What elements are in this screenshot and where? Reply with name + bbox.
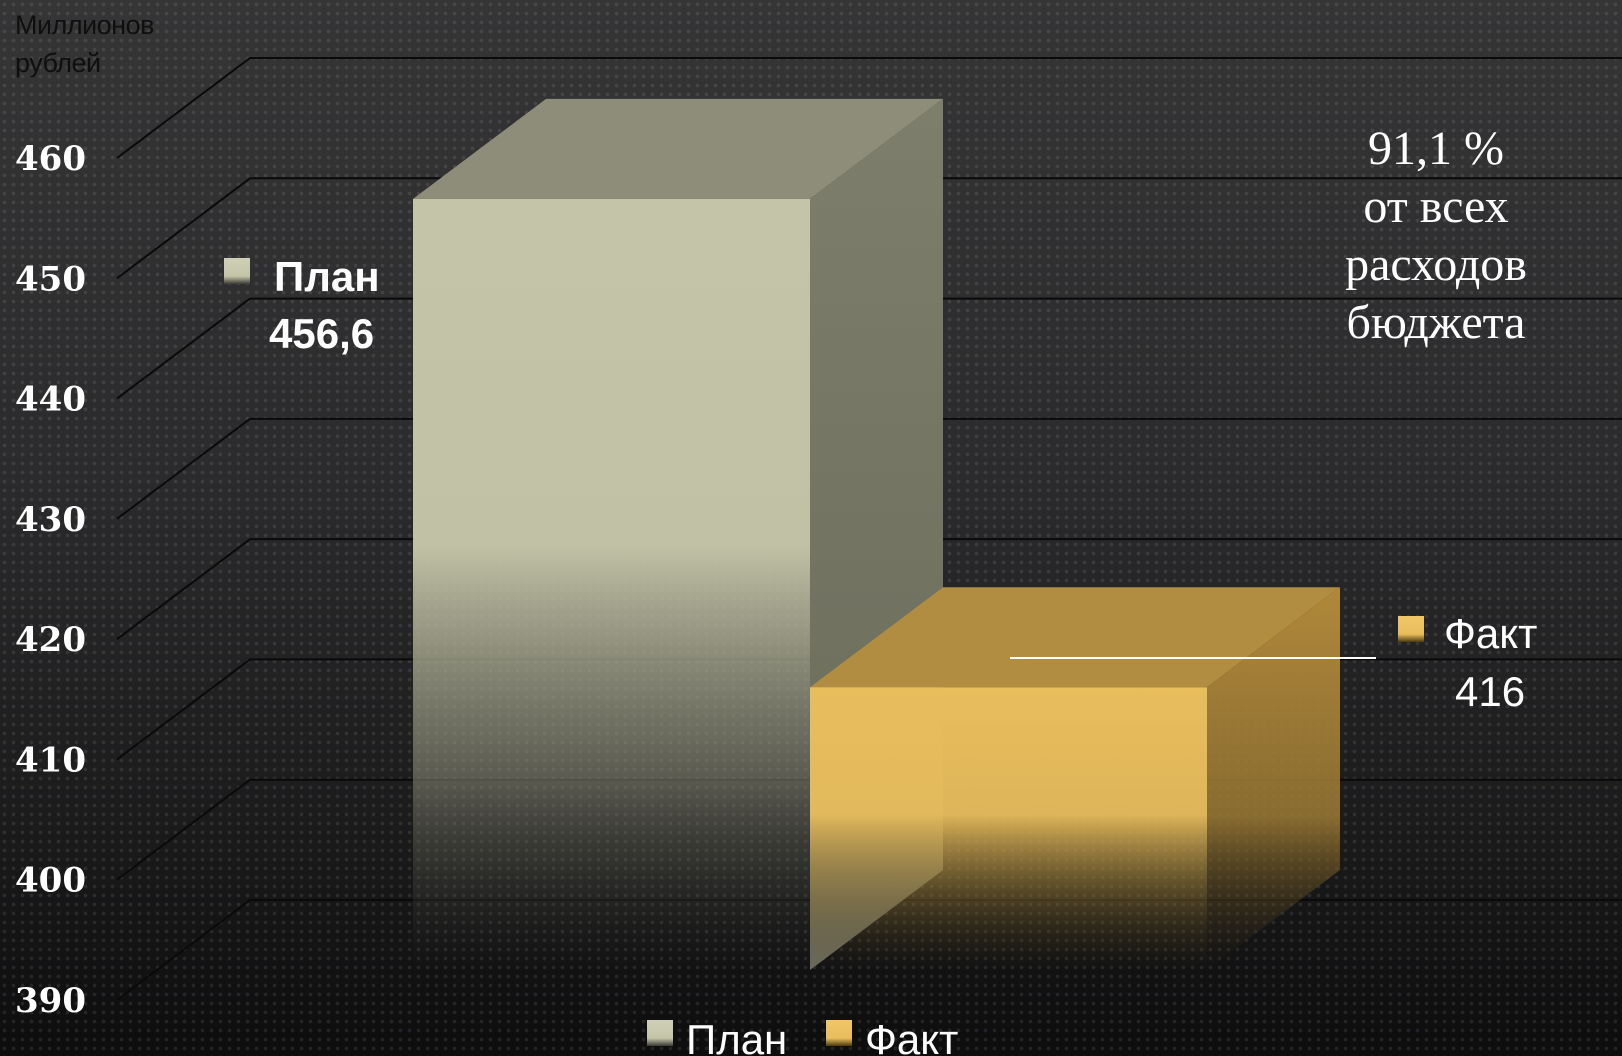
y-tick-label: 400: [15, 861, 86, 901]
bar-fact: [810, 587, 1340, 970]
plan-callout-swatch: [224, 258, 250, 284]
y-tick-label: 440: [15, 380, 86, 420]
y-tick-label: 450: [15, 259, 86, 299]
bar-front-face: [810, 687, 1207, 970]
fact-callout-name: Факт: [1444, 610, 1537, 657]
legend: План Факт: [647, 1016, 958, 1056]
legend-swatch-fact: [826, 1020, 852, 1046]
plan-callout-name: План: [274, 253, 380, 300]
gridline-diagonal: [116, 899, 251, 1001]
gridline-diagonal: [116, 778, 251, 881]
share-line-2: от всех: [1363, 180, 1508, 233]
y-tick-label: 390: [15, 981, 86, 1021]
gridline-diagonal: [116, 538, 251, 640]
y-tick-label: 430: [15, 500, 86, 540]
fact-callout-value: 416: [1455, 668, 1525, 715]
y-tick-label: 420: [15, 620, 86, 660]
share-line-4: бюджета: [1347, 296, 1526, 349]
y-tick-label: 460: [15, 139, 86, 179]
y-axis-unit-line1: Миллионов: [15, 10, 154, 40]
bar-top-face: [810, 587, 1340, 688]
gridline-diagonal: [116, 177, 251, 280]
bar-top-face: [413, 98, 943, 199]
legend-label-fact: Факт: [865, 1016, 958, 1056]
bar-front-face: [413, 198, 810, 970]
gridline-diagonal: [116, 418, 251, 520]
y-tick-label: 410: [15, 740, 86, 780]
share-line-1: 91,1 %: [1368, 122, 1504, 175]
y-axis-unit-line2: рублей: [15, 48, 101, 78]
gridline-diagonal: [116, 297, 251, 400]
budget-share-annotation: 91,1 % от всех расходов бюджета: [1345, 122, 1527, 349]
bar-side-face: [1207, 587, 1340, 970]
legend-swatch-plan: [647, 1020, 673, 1046]
gridline-diagonal: [116, 57, 251, 159]
plan-callout-value: 456,6: [269, 310, 374, 357]
legend-label-plan: План: [686, 1016, 787, 1056]
fact-callout-swatch: [1398, 616, 1424, 642]
gridline-diagonal: [116, 658, 251, 761]
share-line-3: расходов: [1345, 238, 1527, 291]
